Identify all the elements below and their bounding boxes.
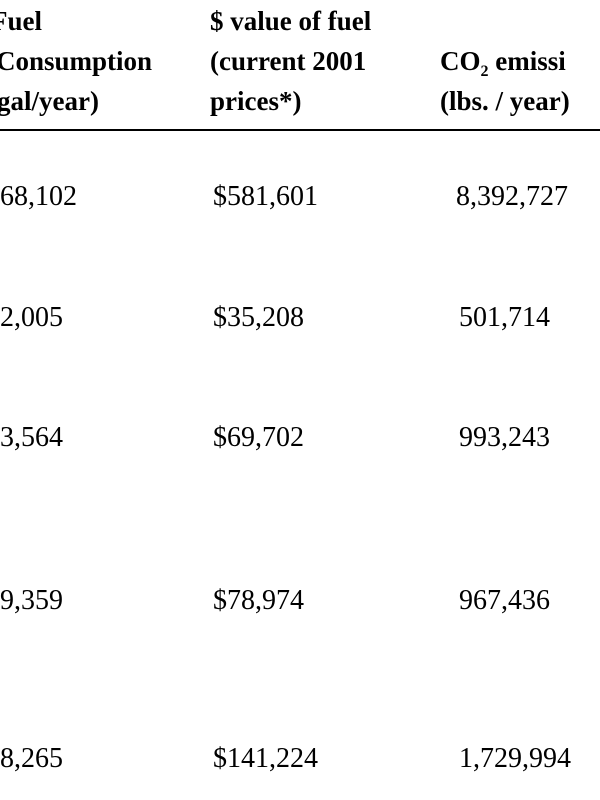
header-text: CO [440, 46, 481, 76]
table-cell: 3,564 [0, 422, 63, 453]
table-cell: 501,714 [459, 302, 550, 333]
table-cell: 68,102 [0, 181, 77, 212]
header-text: (lbs. / year) [440, 86, 570, 116]
table-cell: $581,601 [213, 181, 318, 212]
header-text: $ value of fuel [210, 6, 372, 36]
table-cell: 1,729,994 [459, 743, 571, 774]
table-cell: $69,702 [213, 422, 304, 453]
table-cell: 9,359 [0, 585, 63, 616]
table-cell: $141,224 [213, 743, 318, 774]
header-text: (current 2001 [210, 46, 367, 76]
table-cell: 967,436 [459, 585, 550, 616]
subscript: 2 [480, 63, 489, 80]
header-text: prices*) [210, 86, 302, 116]
table-cell: $35,208 [213, 302, 304, 333]
table-cell: 2,005 [0, 302, 63, 333]
table-cell: $78,974 [213, 585, 304, 616]
header-text: emissi [488, 46, 566, 76]
table-cell: 8,392,727 [456, 181, 568, 212]
header-text: gal/year) [0, 86, 99, 116]
header-text: Fuel [0, 6, 42, 36]
header-text: CO2 emissi [440, 46, 566, 87]
header-rule [0, 129, 600, 131]
table-cell: 8,265 [0, 743, 63, 774]
header-text: Consumption [0, 46, 153, 76]
table-cell: 993,243 [459, 422, 550, 453]
